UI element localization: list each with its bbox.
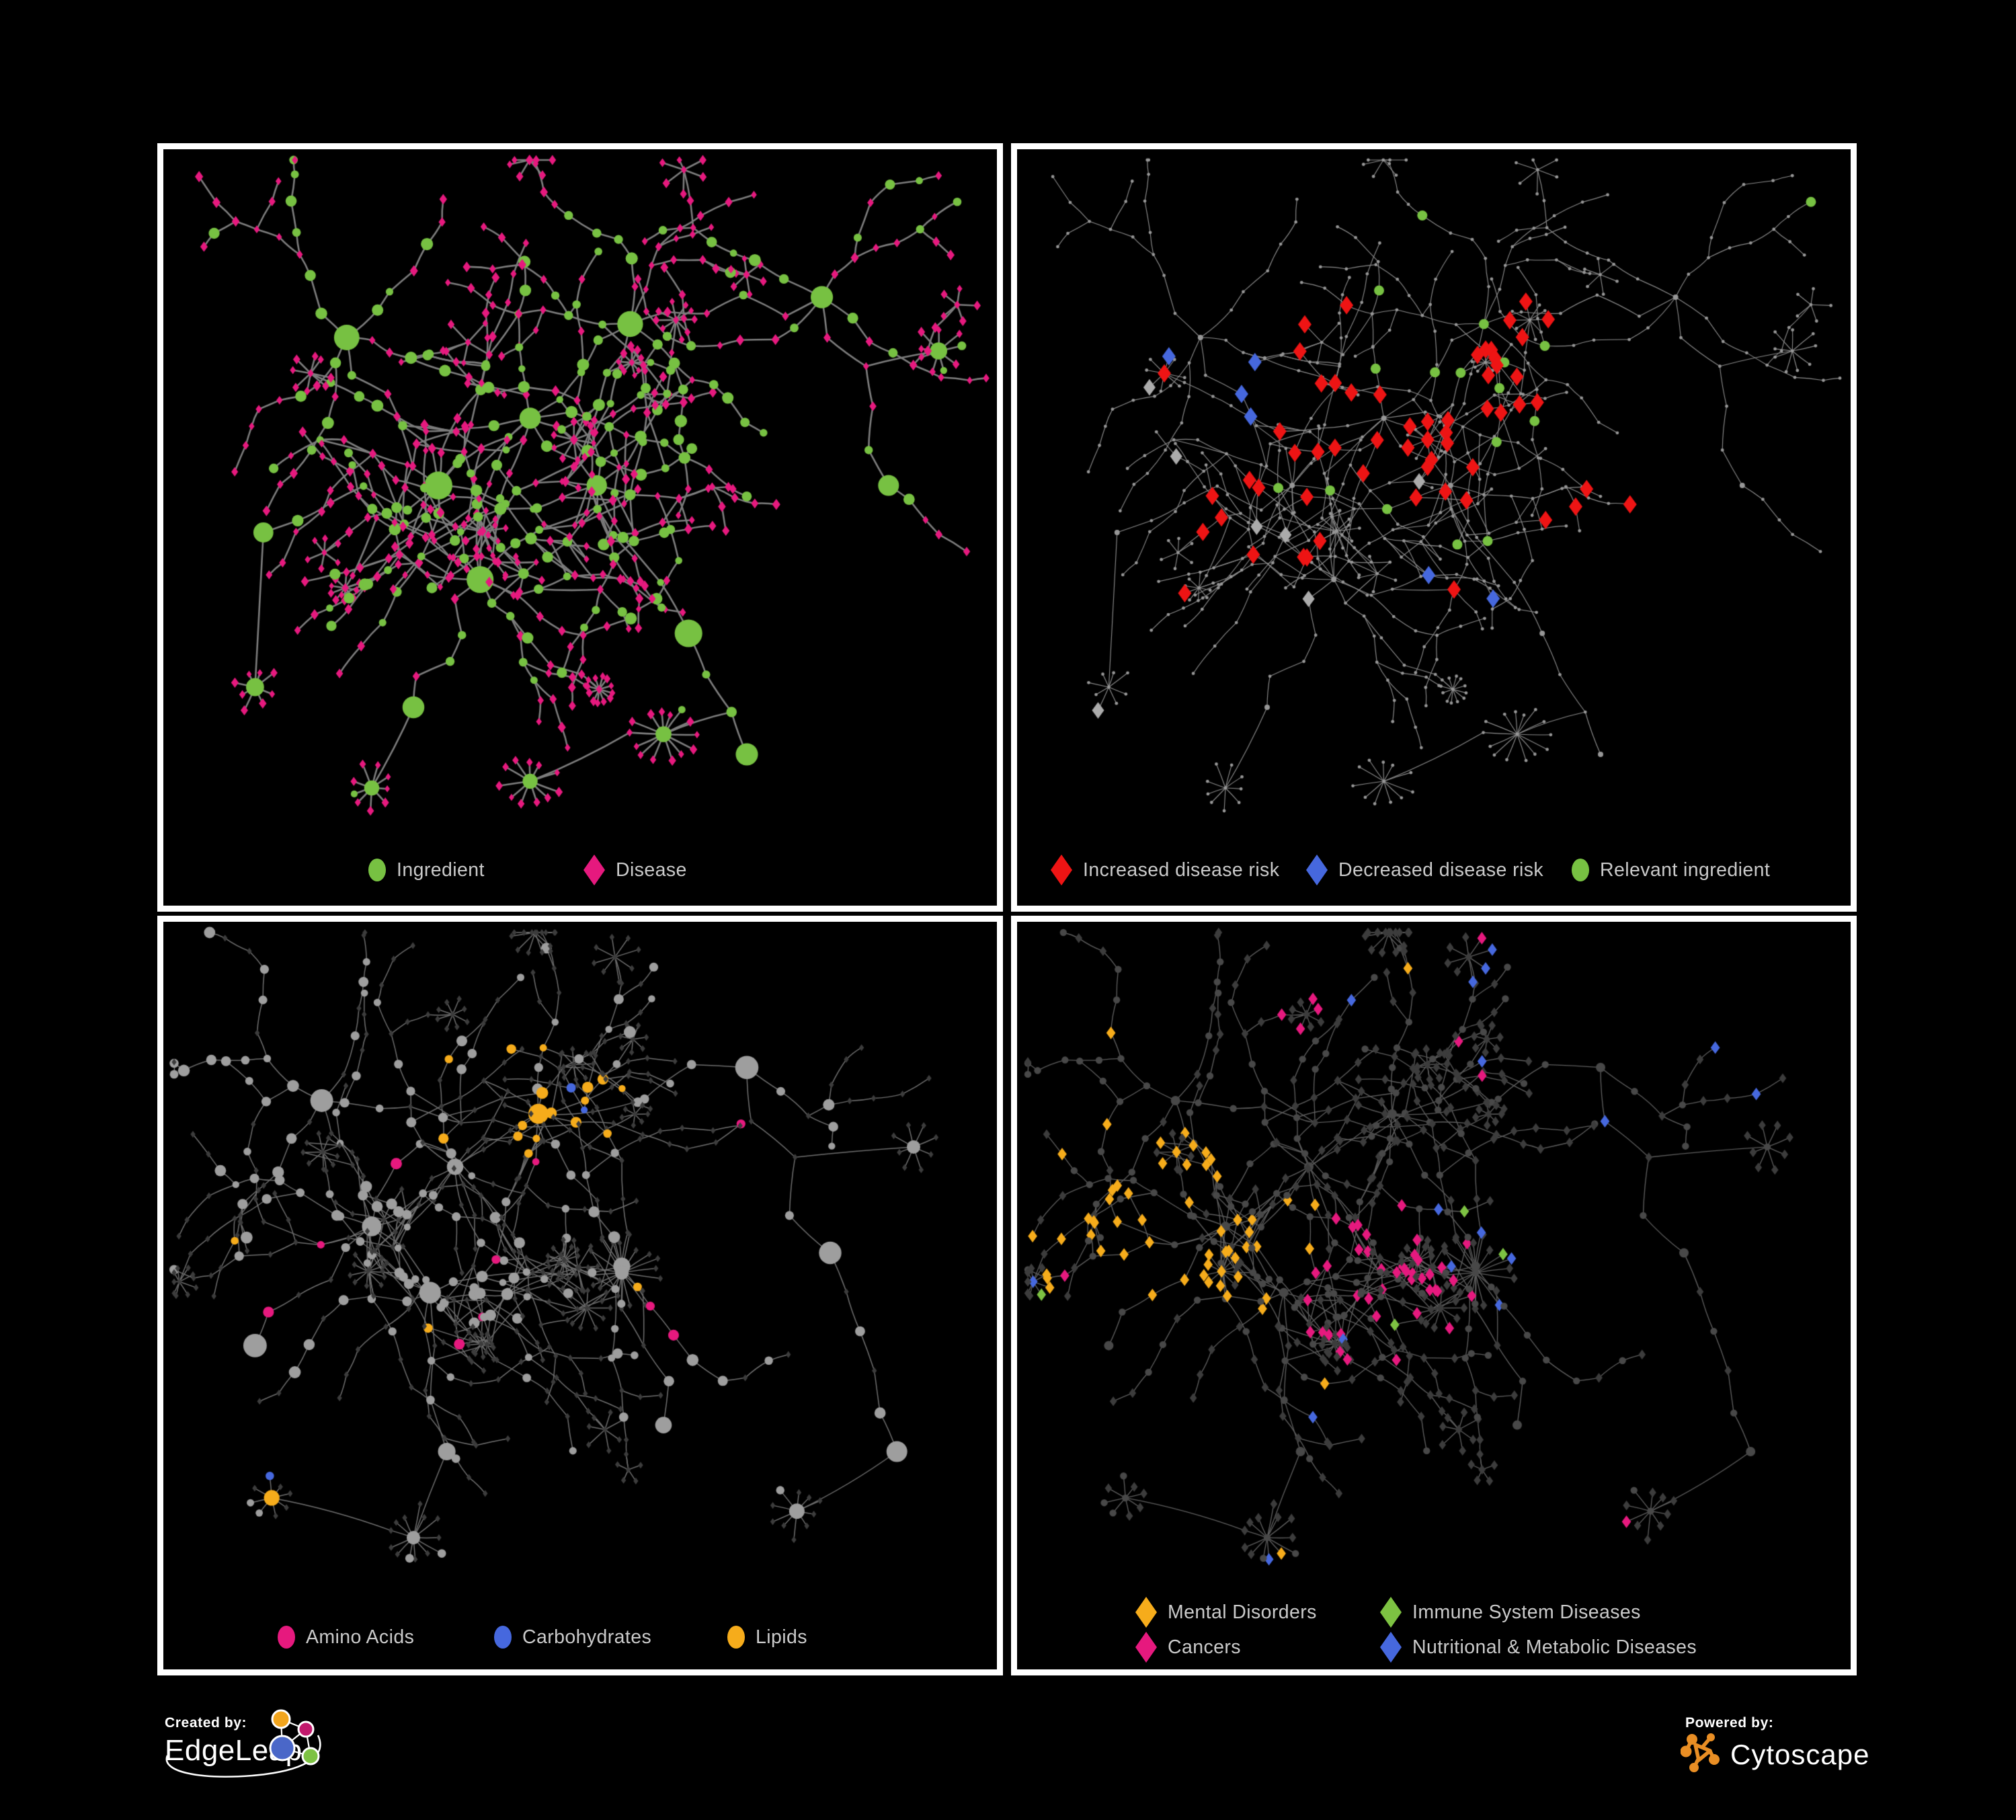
legend-label-relevant-ingredient: Relevant ingredient bbox=[1600, 859, 1771, 881]
cytoscape-logo-icon bbox=[1681, 1733, 1720, 1772]
legend-label-carbohydrates: Carbohydrates bbox=[522, 1626, 652, 1648]
legend-item-lipids: Lipids bbox=[727, 1622, 807, 1653]
legend-label-disease: Disease bbox=[616, 859, 687, 881]
panel-disease-classes: Mental Disorders Immune System Diseases … bbox=[1011, 916, 1857, 1675]
nutritional-diseases-diamond-icon bbox=[1380, 1632, 1402, 1663]
edgeleap-node-blue bbox=[269, 1735, 296, 1762]
network-canvas-disease-classes bbox=[1017, 922, 1851, 1669]
legend-item-immune-diseases: Immune System Diseases bbox=[1380, 1597, 1641, 1628]
lipids-circle-icon bbox=[727, 1626, 745, 1649]
mental-disorders-diamond-icon bbox=[1135, 1597, 1157, 1628]
ingredient-circle-icon bbox=[368, 859, 386, 881]
edgeleap-node-green bbox=[301, 1747, 320, 1766]
edgeleap-node-orange bbox=[271, 1709, 291, 1729]
network-grid: Ingredient Disease Increased disease ris… bbox=[157, 143, 1857, 1675]
legend-label-lipids: Lipids bbox=[756, 1626, 807, 1648]
relevant-ingredient-circle-icon bbox=[1572, 859, 1589, 881]
legend-item-disease: Disease bbox=[583, 855, 687, 885]
carbohydrates-circle-icon bbox=[494, 1626, 512, 1649]
legend-item-mental-disorders: Mental Disorders bbox=[1135, 1597, 1317, 1628]
edgeleap-logo-icon bbox=[269, 1709, 320, 1766]
legend-label-increased-risk: Increased disease risk bbox=[1083, 859, 1280, 881]
legend-item-amino-acids: Amino Acids bbox=[278, 1622, 414, 1653]
network-canvas-disease-risk bbox=[1017, 149, 1851, 906]
network-canvas-ingredient-classes bbox=[163, 922, 997, 1669]
powered-by-block: Powered by: Cytoscape bbox=[1681, 1710, 1976, 1820]
legend-item-cancers: Cancers bbox=[1135, 1632, 1241, 1663]
increased-risk-diamond-icon bbox=[1051, 855, 1072, 885]
legend-label-amino-acids: Amino Acids bbox=[306, 1626, 415, 1648]
panel-ingredient-disease: Ingredient Disease bbox=[157, 143, 1003, 912]
legend-item-decreased-risk: Decreased disease risk bbox=[1306, 855, 1543, 885]
legend-label-decreased-risk: Decreased disease risk bbox=[1338, 859, 1544, 881]
network-canvas-ingredient-disease bbox=[163, 149, 997, 906]
immune-diseases-diamond-icon bbox=[1380, 1597, 1402, 1628]
legend-label-cancers: Cancers bbox=[1168, 1636, 1241, 1658]
panel-disease-risk: Increased disease risk Decreased disease… bbox=[1011, 143, 1857, 912]
cytoscape-wordmark: Cytoscape bbox=[1730, 1739, 1870, 1770]
amino-acids-circle-icon bbox=[278, 1626, 295, 1649]
legend-item-ingredient: Ingredient bbox=[368, 855, 485, 885]
created-by-label: Created by: bbox=[165, 1715, 247, 1731]
decreased-risk-diamond-icon bbox=[1306, 855, 1328, 885]
legend-item-relevant-ingredient: Relevant ingredient bbox=[1572, 855, 1770, 885]
created-by-block: Created by: EdgeLeap bbox=[165, 1709, 528, 1820]
legend-label-mental-disorders: Mental Disorders bbox=[1168, 1601, 1317, 1623]
legend-item-increased-risk: Increased disease risk bbox=[1051, 855, 1279, 885]
powered-by-label: Powered by: bbox=[1685, 1715, 1774, 1731]
disease-diamond-icon bbox=[583, 855, 605, 885]
cancers-diamond-icon bbox=[1135, 1632, 1157, 1663]
legend-item-carbohydrates: Carbohydrates bbox=[494, 1622, 651, 1653]
legend-label-ingredient: Ingredient bbox=[397, 859, 485, 881]
edgeleap-node-magenta bbox=[297, 1720, 315, 1738]
legend-item-nutritional-diseases: Nutritional & Metabolic Diseases bbox=[1380, 1632, 1697, 1663]
legend-label-nutritional-diseases: Nutritional & Metabolic Diseases bbox=[1412, 1636, 1697, 1658]
panel-ingredient-classes: Amino Acids Carbohydrates Lipids bbox=[157, 916, 1003, 1675]
legend-label-immune-diseases: Immune System Diseases bbox=[1412, 1601, 1641, 1623]
